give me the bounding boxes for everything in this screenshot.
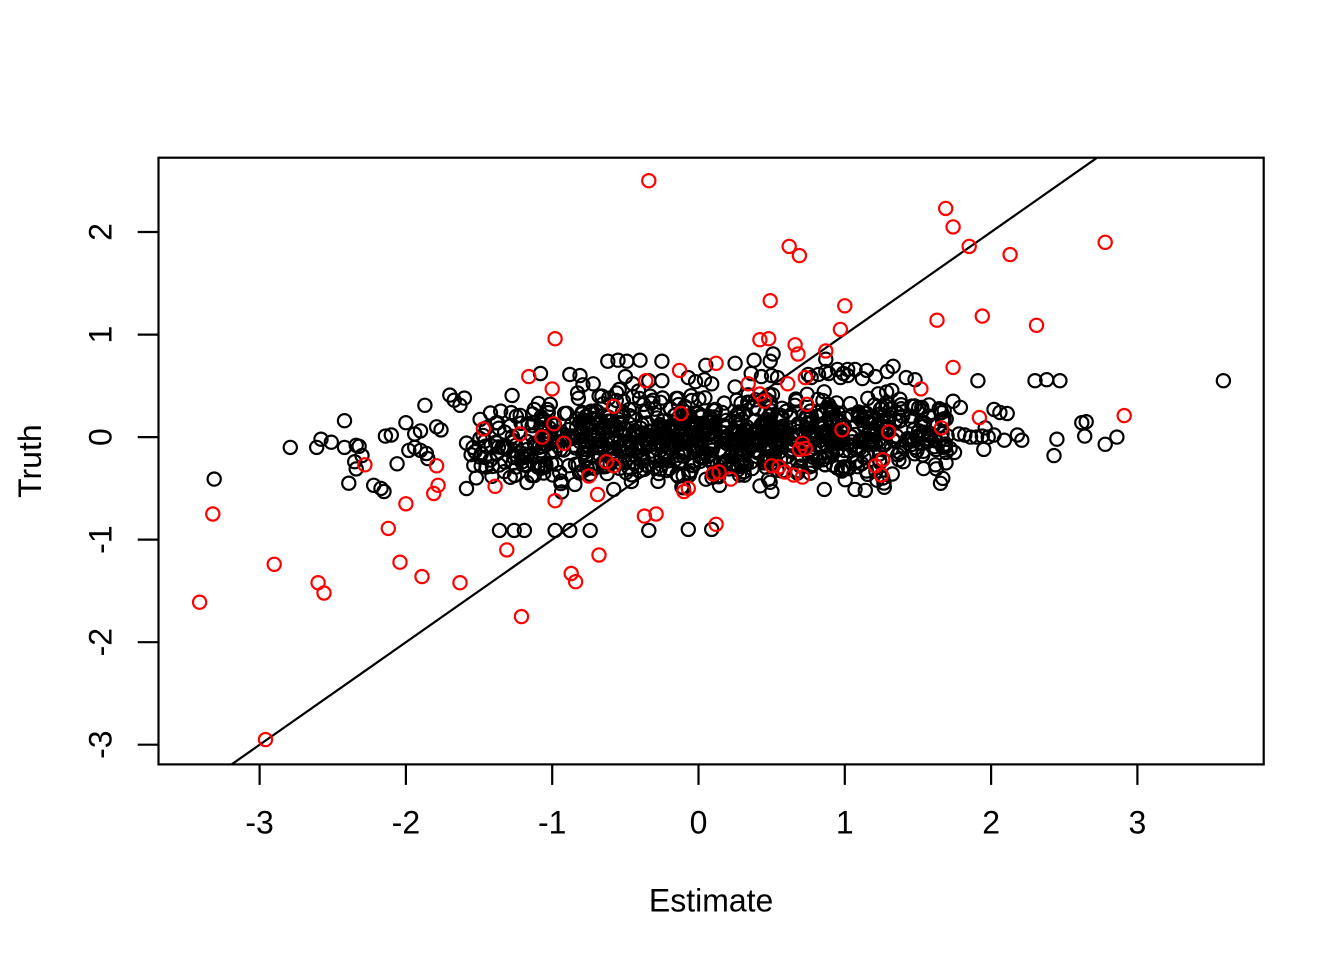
svg-text:3: 3 <box>1129 805 1147 841</box>
svg-text:2: 2 <box>982 805 1000 841</box>
svg-text:0: 0 <box>690 805 708 841</box>
svg-text:-1: -1 <box>538 805 566 841</box>
svg-text:-2: -2 <box>83 628 119 656</box>
svg-text:-2: -2 <box>392 805 420 841</box>
svg-text:-1: -1 <box>83 525 119 553</box>
svg-text:2: 2 <box>83 223 119 241</box>
svg-text:-3: -3 <box>245 805 273 841</box>
svg-text:1: 1 <box>836 805 854 841</box>
svg-text:Truth: Truth <box>12 424 48 498</box>
svg-text:1: 1 <box>83 326 119 344</box>
svg-text:Estimate: Estimate <box>649 882 773 918</box>
svg-text:0: 0 <box>83 428 119 446</box>
svg-text:-3: -3 <box>83 730 119 758</box>
